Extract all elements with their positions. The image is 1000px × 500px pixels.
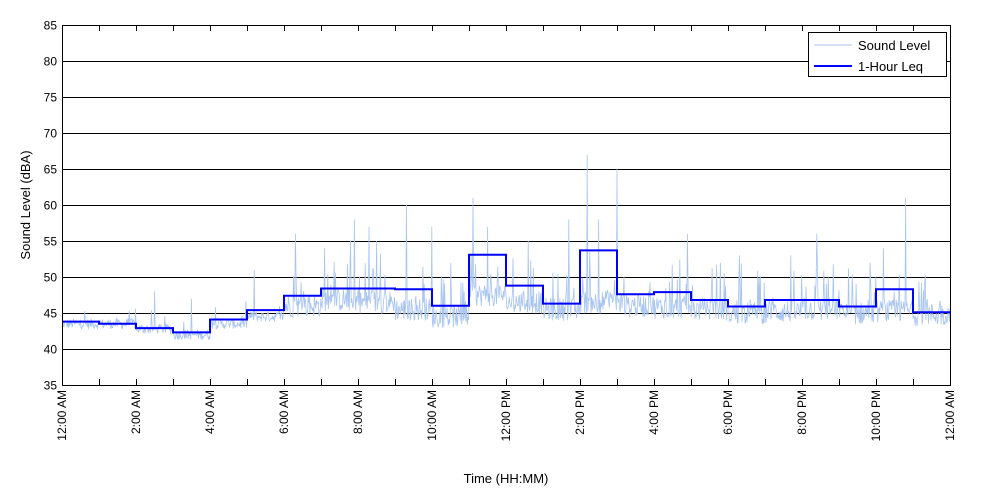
y-tick-label: 60 xyxy=(44,199,58,213)
legend-label-sound-level: Sound Level xyxy=(858,38,930,53)
legend: Sound Level 1-Hour Leq xyxy=(808,32,947,77)
axis-ticks xyxy=(62,25,951,385)
y-tick-label: 65 xyxy=(44,163,58,177)
x-tick-label: 4:00 PM xyxy=(647,390,661,435)
x-tick-label: 12:00 AM xyxy=(943,390,957,441)
x-tick-label: 6:00 PM xyxy=(721,390,735,435)
y-tick-label: 75 xyxy=(44,91,58,105)
y-tick-labels: 35 40 45 50 55 60 65 70 75 80 85 xyxy=(44,19,58,393)
y-tick-label: 45 xyxy=(44,307,58,321)
series-layer xyxy=(61,154,951,341)
x-tick-label: 8:00 PM xyxy=(795,390,809,435)
x-tick-label: 10:00 AM xyxy=(425,390,439,441)
x-tick-label: 8:00 AM xyxy=(351,390,365,434)
x-tick-label: 10:00 PM xyxy=(869,390,883,441)
x-tick-label: 12:00 PM xyxy=(499,390,513,441)
y-tick-label: 80 xyxy=(44,55,58,69)
y-tick-label: 35 xyxy=(44,379,58,393)
legend-label-1-hour-leq: 1-Hour Leq xyxy=(858,59,923,74)
y-tick-label: 55 xyxy=(44,235,58,249)
x-tick-label: 6:00 AM xyxy=(277,390,291,434)
y-tick-label: 85 xyxy=(44,19,58,33)
series-1-hour-leq xyxy=(62,249,950,334)
x-tick-label: 4:00 AM xyxy=(203,390,217,434)
y-axis-title: Sound Level (dBA) xyxy=(18,150,33,259)
y-tick-label: 70 xyxy=(44,127,58,141)
plot-area xyxy=(61,25,951,386)
y-tick-label: 40 xyxy=(44,343,58,357)
x-tick-label: 2:00 AM xyxy=(129,390,143,434)
x-tick-label: 12:00 AM xyxy=(55,390,69,441)
x-tick-label: 2:00 PM xyxy=(573,390,587,435)
x-tick-labels: 12:00 AM 2:00 AM 4:00 AM 6:00 AM 8:00 AM 10:0… xyxy=(55,390,957,441)
y-tick-label: 50 xyxy=(44,271,58,285)
x-axis-title: Time (HH:MM) xyxy=(464,471,549,486)
series-sound-level xyxy=(61,154,951,341)
legend-box xyxy=(808,32,947,77)
